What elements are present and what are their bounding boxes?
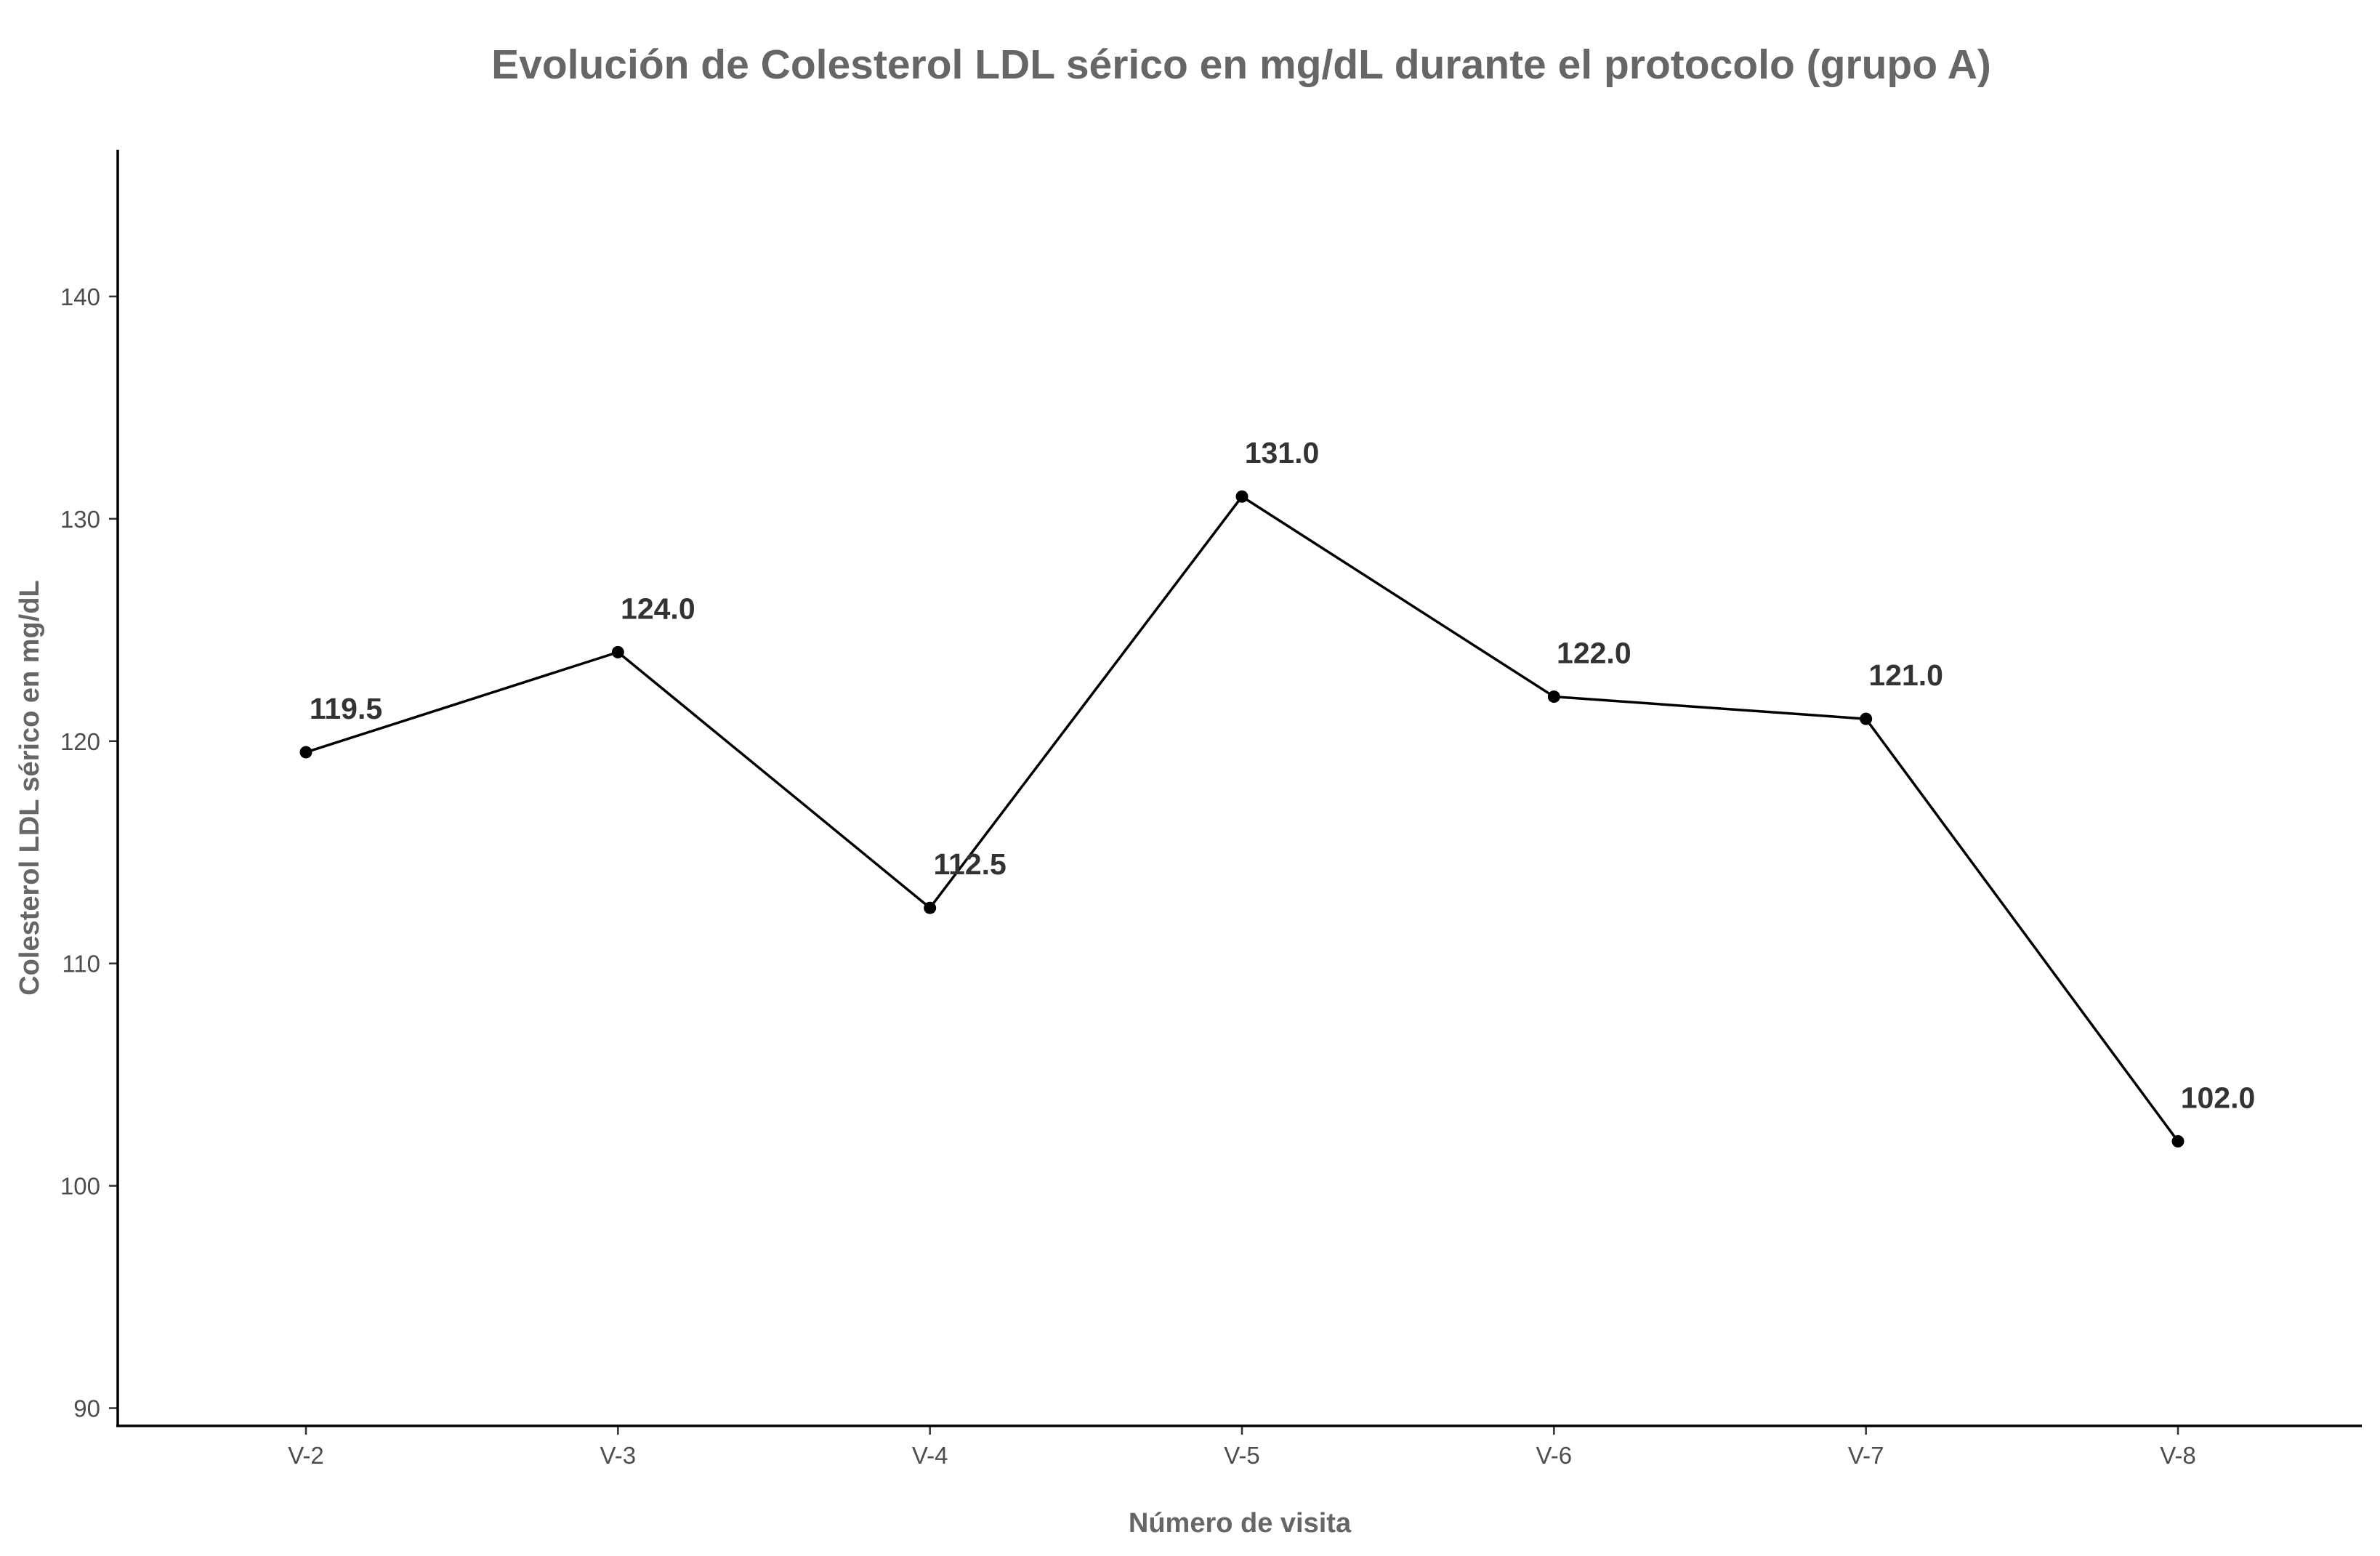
data-label: 102.0 (2181, 1081, 2256, 1114)
y-axis-ticks: 90 100 110 120 130 140 (60, 283, 118, 1422)
data-label: 119.5 (310, 692, 382, 725)
y-tick-label: 140 (60, 283, 100, 310)
chart-title: Evolución de Colesterol LDL sérico en mg… (491, 41, 1991, 88)
x-tick-label: V-3 (600, 1442, 637, 1469)
data-point (611, 645, 624, 658)
data-label: 122.0 (1557, 637, 1631, 670)
x-axis-title: Número de visita (1129, 1508, 1352, 1539)
y-tick-label: 120 (60, 728, 100, 755)
x-tick-label: V-7 (1848, 1442, 1884, 1469)
data-points (299, 490, 2185, 1148)
y-axis-title: Colesterol LDL sérico en mg/dL (15, 580, 45, 996)
x-tick-label: V-5 (1224, 1442, 1260, 1469)
y-tick-label: 100 (60, 1173, 100, 1200)
x-tick-label: V-8 (2160, 1442, 2196, 1469)
data-label: 124.0 (621, 592, 695, 625)
data-label: 112.5 (933, 847, 1006, 881)
x-tick-label: V-4 (912, 1442, 948, 1469)
x-tick-label: V-2 (288, 1442, 324, 1469)
data-label: 121.0 (1868, 658, 1943, 692)
x-axis-ticks: V-2 V-3 V-4 V-5 V-6 V-7 V-8 (288, 1426, 2196, 1469)
y-tick-label: 130 (60, 506, 100, 533)
x-tick-label: V-6 (1536, 1442, 1573, 1469)
series-line (305, 495, 2179, 1142)
data-point (299, 746, 312, 759)
y-tick-label: 110 (62, 951, 100, 977)
data-label: 131.0 (1245, 436, 1320, 469)
data-point (1860, 712, 1873, 725)
series-group (305, 495, 2179, 1142)
data-point (1235, 490, 1249, 503)
data-labels: 119.5 124.0 112.5 131.0 122.0 121.0 102.0 (310, 436, 2255, 1114)
data-point (1547, 690, 1560, 704)
data-point (924, 901, 937, 914)
y-tick-label: 90 (73, 1395, 100, 1422)
data-point (2171, 1134, 2185, 1148)
